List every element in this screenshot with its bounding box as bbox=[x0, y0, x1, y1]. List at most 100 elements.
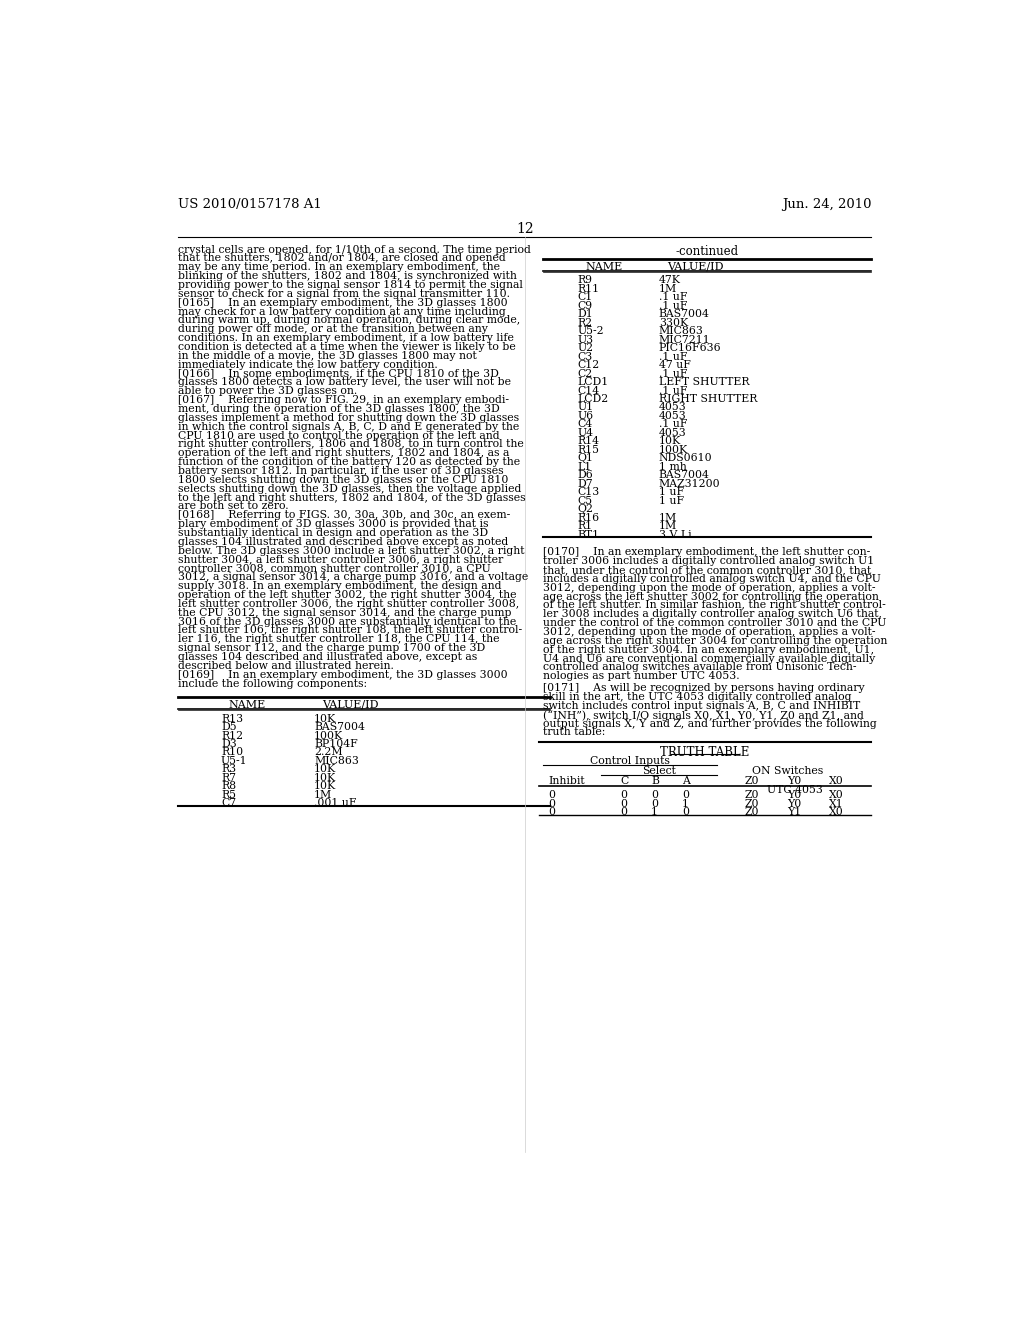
Text: 0: 0 bbox=[548, 799, 555, 809]
Text: Q1: Q1 bbox=[578, 453, 594, 463]
Text: BT1: BT1 bbox=[578, 529, 600, 540]
Text: truth table:: truth table: bbox=[543, 727, 605, 738]
Text: controlled analog switches available from Unisonic Tech-: controlled analog switches available fro… bbox=[543, 663, 856, 672]
Text: R13: R13 bbox=[221, 714, 243, 723]
Text: [0171]    As will be recognized by persons having ordinary: [0171] As will be recognized by persons … bbox=[543, 684, 864, 693]
Text: C14: C14 bbox=[578, 385, 600, 396]
Text: Inhibit: Inhibit bbox=[548, 776, 585, 787]
Text: 3012, depending upon the mode of operation, applies a volt-: 3012, depending upon the mode of operati… bbox=[543, 582, 876, 593]
Text: nologies as part number UTC 4053.: nologies as part number UTC 4053. bbox=[543, 671, 739, 681]
Text: LEFT SHUTTER: LEFT SHUTTER bbox=[658, 378, 750, 387]
Text: age across the right shutter 3004 for controlling the operation: age across the right shutter 3004 for co… bbox=[543, 636, 887, 645]
Text: R16: R16 bbox=[578, 512, 600, 523]
Text: age across the left shutter 3002 for controlling the operation: age across the left shutter 3002 for con… bbox=[543, 591, 879, 602]
Text: R5: R5 bbox=[221, 789, 236, 800]
Text: X1: X1 bbox=[829, 799, 844, 809]
Text: L1: L1 bbox=[578, 462, 592, 471]
Text: BAS7004: BAS7004 bbox=[658, 470, 710, 480]
Text: signal sensor 112, and the charge pump 1700 of the 3D: signal sensor 112, and the charge pump 1… bbox=[178, 643, 485, 653]
Text: operation of the left shutter 3002, the right shutter 3004, the: operation of the left shutter 3002, the … bbox=[178, 590, 517, 601]
Text: plary embodiment of 3D glasses 3000 is provided that is: plary embodiment of 3D glasses 3000 is p… bbox=[178, 519, 488, 529]
Text: 1M: 1M bbox=[658, 512, 677, 523]
Text: US 2010/0157178 A1: US 2010/0157178 A1 bbox=[178, 198, 323, 211]
Text: D5: D5 bbox=[221, 722, 237, 733]
Text: Q2: Q2 bbox=[578, 504, 594, 513]
Text: 0: 0 bbox=[651, 799, 658, 809]
Text: 1M: 1M bbox=[658, 521, 677, 531]
Text: include the following components:: include the following components: bbox=[178, 678, 368, 689]
Text: .001 uF: .001 uF bbox=[314, 799, 356, 808]
Text: Y0: Y0 bbox=[786, 791, 801, 800]
Text: ment, during the operation of the 3D glasses 1800, the 3D: ment, during the operation of the 3D gla… bbox=[178, 404, 500, 414]
Text: TRUTH TABLE: TRUTH TABLE bbox=[660, 746, 750, 759]
Text: 10K: 10K bbox=[314, 714, 336, 723]
Text: [0169]    In an exemplary embodiment, the 3D glasses 3000: [0169] In an exemplary embodiment, the 3… bbox=[178, 669, 508, 680]
Text: D3: D3 bbox=[221, 739, 237, 748]
Text: CPU 1810 are used to control the operation of the left and: CPU 1810 are used to control the operati… bbox=[178, 430, 500, 441]
Text: NAME: NAME bbox=[586, 261, 623, 272]
Text: ON Switches: ON Switches bbox=[752, 767, 823, 776]
Text: .1 uF: .1 uF bbox=[658, 385, 687, 396]
Text: glasses 104 described and illustrated above, except as: glasses 104 described and illustrated ab… bbox=[178, 652, 477, 661]
Text: [0166]    In some embodiments, if the CPU 1810 of the 3D: [0166] In some embodiments, if the CPU 1… bbox=[178, 368, 500, 379]
Text: C5: C5 bbox=[578, 496, 593, 506]
Text: selects shutting down the 3D glasses, then the voltage applied: selects shutting down the 3D glasses, th… bbox=[178, 483, 522, 494]
Text: left shutter controller 3006, the right shutter controller 3008,: left shutter controller 3006, the right … bbox=[178, 599, 519, 609]
Text: 10K: 10K bbox=[314, 774, 336, 783]
Text: 3016 of the 3D glasses 3000 are substantially identical to the: 3016 of the 3D glasses 3000 are substant… bbox=[178, 616, 517, 627]
Text: U4: U4 bbox=[578, 428, 594, 438]
Text: R11: R11 bbox=[578, 284, 600, 294]
Text: may be any time period. In an exemplary embodiment, the: may be any time period. In an exemplary … bbox=[178, 263, 501, 272]
Text: during warm up, during normal operation, during clear mode,: during warm up, during normal operation,… bbox=[178, 315, 520, 326]
Text: left shutter 106, the right shutter 108, the left shutter control-: left shutter 106, the right shutter 108,… bbox=[178, 626, 522, 635]
Text: [0165]    In an exemplary embodiment, the 3D glasses 1800: [0165] In an exemplary embodiment, the 3… bbox=[178, 298, 508, 308]
Text: operation of the left and right shutters, 1802 and 1804, as a: operation of the left and right shutters… bbox=[178, 449, 510, 458]
Text: R12: R12 bbox=[221, 730, 243, 741]
Text: glasses implement a method for shutting down the 3D glasses: glasses implement a method for shutting … bbox=[178, 413, 519, 422]
Text: the CPU 3012, the signal sensor 3014, and the charge pump: the CPU 3012, the signal sensor 3014, an… bbox=[178, 607, 512, 618]
Text: 3012, depending upon the mode of operation, applies a volt-: 3012, depending upon the mode of operati… bbox=[543, 627, 876, 638]
Text: 0: 0 bbox=[682, 791, 689, 800]
Text: glasses 104 illustrated and described above except as noted: glasses 104 illustrated and described ab… bbox=[178, 537, 509, 546]
Text: substantially identical in design and operation as the 3D: substantially identical in design and op… bbox=[178, 528, 488, 539]
Text: Z0: Z0 bbox=[744, 799, 759, 809]
Text: Z0: Z0 bbox=[744, 791, 759, 800]
Text: X0: X0 bbox=[829, 776, 844, 787]
Text: 1 mh: 1 mh bbox=[658, 462, 687, 471]
Text: PIC16F636: PIC16F636 bbox=[658, 343, 722, 354]
Text: C1: C1 bbox=[578, 293, 593, 302]
Text: .1 uF: .1 uF bbox=[658, 301, 687, 310]
Text: [0170]    In an exemplary embodiment, the left shutter con-: [0170] In an exemplary embodiment, the l… bbox=[543, 548, 869, 557]
Text: 3012, a signal sensor 3014, a charge pump 3016, and a voltage: 3012, a signal sensor 3014, a charge pum… bbox=[178, 573, 528, 582]
Text: shutter 3004, a left shutter controller 3006, a right shutter: shutter 3004, a left shutter controller … bbox=[178, 554, 504, 565]
Text: U5-2: U5-2 bbox=[578, 326, 604, 337]
Text: MAZ31200: MAZ31200 bbox=[658, 479, 721, 488]
Text: 4053: 4053 bbox=[658, 428, 687, 438]
Text: U2: U2 bbox=[578, 343, 594, 354]
Text: 1: 1 bbox=[651, 807, 658, 817]
Text: controller 3008, common shutter controller 3010, a CPU: controller 3008, common shutter controll… bbox=[178, 564, 492, 573]
Text: LCD1: LCD1 bbox=[578, 378, 608, 387]
Text: 4053: 4053 bbox=[658, 403, 687, 412]
Text: R3: R3 bbox=[221, 764, 237, 775]
Text: 100K: 100K bbox=[658, 445, 688, 455]
Text: (“INH”), switch I/O signals X0, X1, Y0, Y1, Z0 and Z1, and: (“INH”), switch I/O signals X0, X1, Y0, … bbox=[543, 710, 863, 721]
Text: able to power the 3D glasses on.: able to power the 3D glasses on. bbox=[178, 387, 357, 396]
Text: to the left and right shutters, 1802 and 1804, of the 3D glasses: to the left and right shutters, 1802 and… bbox=[178, 492, 526, 503]
Text: RIGHT SHUTTER: RIGHT SHUTTER bbox=[658, 395, 758, 404]
Text: 4053: 4053 bbox=[658, 411, 687, 421]
Text: below. The 3D glasses 3000 include a left shutter 3002, a right: below. The 3D glasses 3000 include a lef… bbox=[178, 545, 525, 556]
Text: R2: R2 bbox=[578, 318, 593, 327]
Text: 47K: 47K bbox=[658, 276, 681, 285]
Text: Y0: Y0 bbox=[786, 799, 801, 809]
Text: blinking of the shutters, 1802 and 1804, is synchronized with: blinking of the shutters, 1802 and 1804,… bbox=[178, 271, 517, 281]
Text: 12: 12 bbox=[516, 222, 534, 235]
Text: R8: R8 bbox=[221, 781, 237, 791]
Text: VALUE/ID: VALUE/ID bbox=[322, 700, 378, 710]
Text: R14: R14 bbox=[578, 437, 599, 446]
Text: condition is detected at a time when the viewer is likely to be: condition is detected at a time when the… bbox=[178, 342, 516, 352]
Text: ler 116, the right shutter controller 118, the CPU 114, the: ler 116, the right shutter controller 11… bbox=[178, 635, 500, 644]
Text: ler 3008 includes a digitally controller analog switch U6 that,: ler 3008 includes a digitally controller… bbox=[543, 610, 882, 619]
Text: right shutter controllers, 1806 and 1808, to in turn control the: right shutter controllers, 1806 and 1808… bbox=[178, 440, 524, 449]
Text: .1 uF: .1 uF bbox=[658, 368, 687, 379]
